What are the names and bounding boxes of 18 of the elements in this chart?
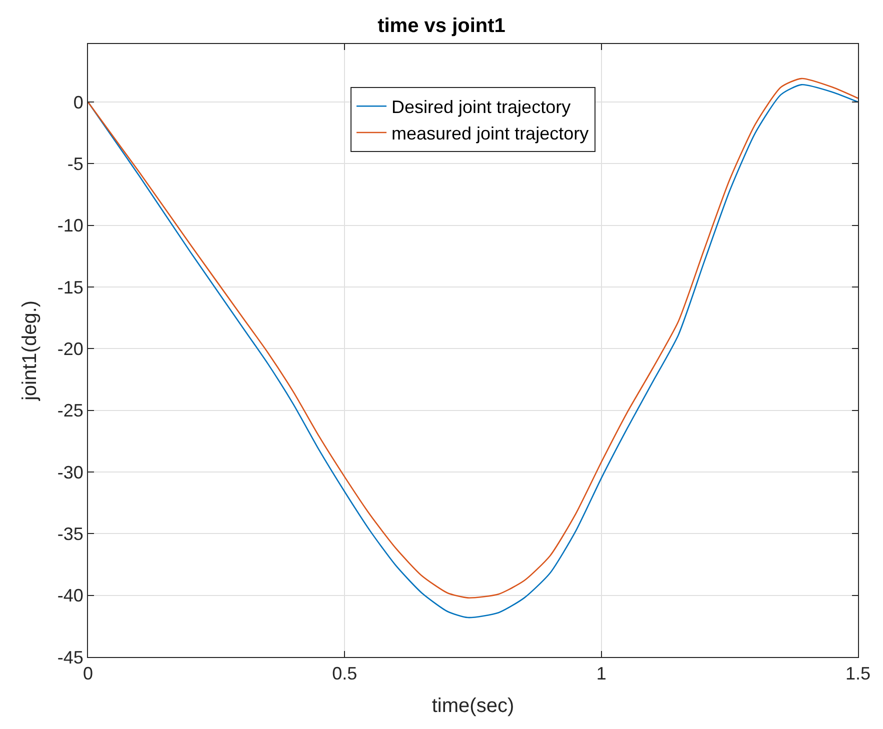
x-tick-label: 1 bbox=[596, 664, 606, 684]
y-tick-label: -35 bbox=[57, 524, 84, 544]
y-tick-label: -15 bbox=[57, 277, 84, 298]
y-axis-title: joint1(deg.) bbox=[18, 300, 41, 402]
y-tick-label: -30 bbox=[57, 462, 84, 482]
legend-label: measured joint trajectory bbox=[392, 124, 589, 144]
y-tick-label: 0 bbox=[73, 92, 84, 112]
x-tick-label: 0.5 bbox=[332, 664, 358, 684]
chart-title: time vs joint1 bbox=[378, 15, 506, 38]
legend-label: Desired joint trajectory bbox=[392, 97, 571, 118]
y-tick-label: -45 bbox=[57, 647, 84, 668]
y-tick-label: -5 bbox=[67, 154, 84, 174]
y-tick-label: -10 bbox=[57, 216, 84, 236]
y-tick-label: -25 bbox=[57, 400, 84, 421]
x-tick-label: 1.5 bbox=[845, 664, 871, 684]
y-tick-label: -20 bbox=[57, 338, 84, 359]
y-tick-label: -40 bbox=[57, 586, 84, 606]
x-axis-title: time(sec) bbox=[432, 695, 514, 718]
